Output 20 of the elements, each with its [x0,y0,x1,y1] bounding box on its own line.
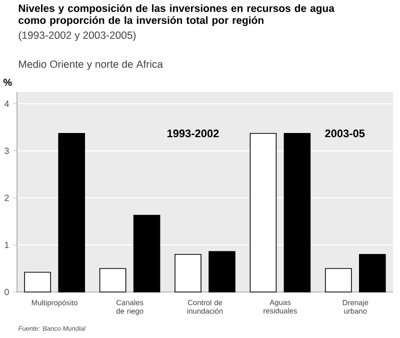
bar [58,133,85,292]
bar [174,254,202,292]
bar [284,133,311,292]
bar [208,251,236,292]
y-tick-label: 4 [4,100,9,107]
chart-title: Niveles y composición de las inversiones en recursos de agua como proporción de la inversión total por región [18,4,335,26]
series-label: 2003-05 [325,130,365,138]
text: Medio Oriente y norte de Africa [19,60,163,70]
chart-subtitle: (1993-2002 y 2003-2005) [18,31,136,41]
y-tick-label: 3 [4,148,9,154]
bar [359,254,386,292]
y-tick-label: 1 [4,242,9,248]
bar [133,214,160,292]
y-tick-label: 2 [4,194,9,202]
bar [24,272,51,292]
y-axis-title: % [3,78,12,86]
text: 1993-2002 [167,130,219,138]
bar [99,268,126,292]
y-tick-label: 0 [4,288,9,296]
bar [325,268,352,292]
